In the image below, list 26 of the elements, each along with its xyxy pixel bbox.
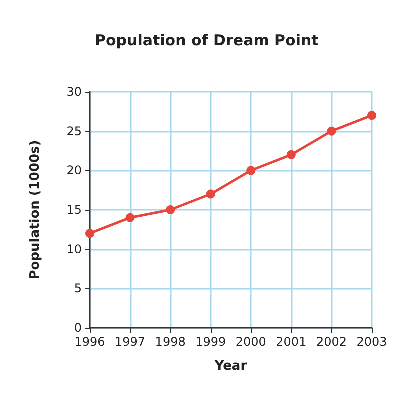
x-tick-label: 2003 (356, 335, 388, 349)
point (126, 213, 135, 222)
x-axis-title: Year (214, 359, 248, 374)
point (286, 150, 296, 160)
y-tick-label: 15 (66, 203, 82, 217)
x-tick-label: 1996 (74, 335, 106, 349)
point (166, 206, 176, 214)
x-tick-label: 1998 (155, 335, 186, 349)
point (86, 229, 94, 238)
y-tick-label: 0 (74, 321, 82, 335)
y-tick-label: 10 (66, 242, 82, 256)
point (206, 190, 216, 199)
x-tick-label: 2002 (316, 335, 347, 349)
point (327, 126, 336, 136)
y-tick-label: 25 (66, 124, 82, 138)
y-axis-title: Population (1000s) (28, 140, 43, 280)
y-tick-label: 5 (74, 282, 82, 296)
x-tick-label: 1999 (196, 335, 226, 349)
x-tick-label: 2001 (276, 335, 307, 349)
point (368, 111, 376, 120)
y-tick-label: 30 (66, 85, 82, 99)
y-tick-label: 20 (66, 164, 82, 178)
x-tick-label: 2000 (236, 335, 266, 349)
chart-title: Population of Dream Point (95, 32, 319, 50)
x-tick-label: 1997 (115, 335, 146, 349)
point (246, 166, 256, 176)
